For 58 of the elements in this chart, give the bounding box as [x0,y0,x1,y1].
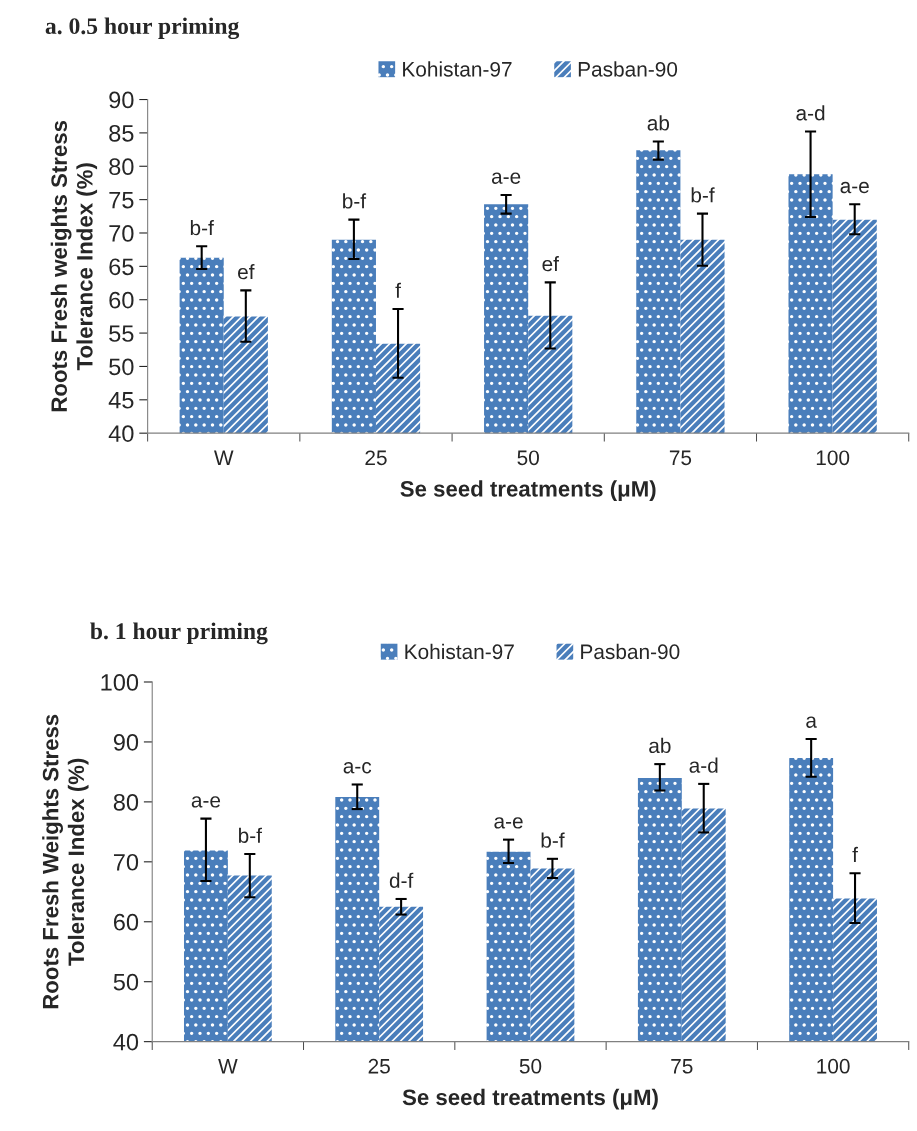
y-tick-label: 80 [113,793,139,811]
data-label: b-f [541,832,565,848]
x-tick-label: 25 [365,450,387,466]
y-tick-label: 65 [109,258,134,276]
y-tick-label: 100 [101,674,139,691]
y-axis-title: Roots Fresh weights Stress Tolerance Index (%) [50,120,98,412]
y-tick-label: 70 [109,225,134,242]
x-tick-label: 100 [817,1058,850,1074]
y-tick-label: 55 [109,325,134,342]
data-label: a-c [343,762,372,774]
y-tick-label: 85 [109,124,134,142]
data-label: a-e [491,172,521,184]
y-axis-title: Roots Fresh Weights Stress Tolerance Index (%) [42,714,89,1009]
data-label: ab [649,737,671,754]
y-tick-label: 60 [113,913,139,931]
x-tick-label: 100 [816,450,850,466]
y-tick-label: 45 [108,392,134,409]
chart-title: a. 0.5 hour priming [45,17,240,40]
y-tick-label: 40 [113,1033,139,1051]
y-tick-label: 50 [113,973,139,991]
x-tick-label: W [218,1059,238,1074]
data-label: d-f [389,872,414,888]
y-tick-label: 50 [109,358,134,376]
chart-title: b. 1 hour priming [90,622,268,645]
data-label: b-f [691,187,715,203]
data-label: ef [542,256,559,272]
data-label: a-e [191,796,221,808]
x-tick-label: 50 [517,450,539,466]
data-label: ab [647,115,670,131]
data-label: a [806,716,817,728]
x-tick-label: 75 [669,450,692,466]
data-label: b-f [343,193,367,209]
legend-label: Kohistan-97 [405,643,514,660]
x-tick-label: 50 [519,1058,542,1074]
y-tick-label: 90 [113,734,139,751]
legend-label: Pasban-90 [578,61,678,77]
data-label: b-f [239,827,262,843]
x-axis-title: Se seed treatments (μM) [400,480,656,502]
y-tick-label: 60 [109,291,134,309]
y-tick-label: 80 [109,158,134,176]
x-tick-label: 75 [671,1059,693,1074]
y-tick-label: 75 [109,191,134,209]
data-label: ef [238,264,255,280]
y-tick-label: 40 [108,425,134,442]
data-label: b-f [190,219,214,236]
data-label: a-e [494,817,523,829]
legend-label: Pasban-90 [581,643,680,660]
x-tick-label: 25 [368,1058,390,1074]
data-label: a-d [689,757,718,773]
data-label: a-e [840,181,869,194]
x-axis-title: Se seed treatments (μM) [402,1088,658,1110]
data-label: f [395,282,401,298]
y-tick-label: 90 [109,91,134,109]
legend-label: Kohistan-97 [403,61,512,77]
y-tick-label: 70 [113,853,139,871]
x-tick-label: W [214,450,234,465]
data-label: f [852,846,858,862]
data-label: a-d [796,105,825,121]
